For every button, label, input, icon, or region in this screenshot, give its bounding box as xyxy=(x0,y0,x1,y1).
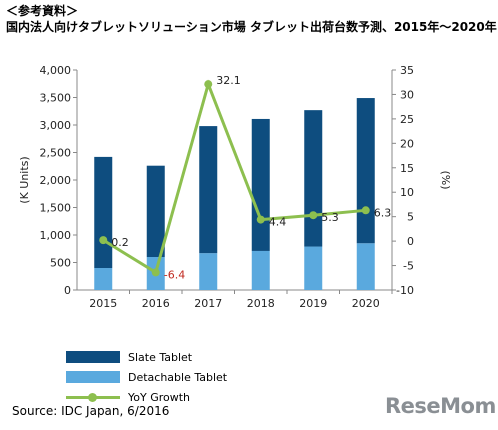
legend-label-slate: Slate Tablet xyxy=(128,350,193,364)
resemom-logo: ReseMom xyxy=(385,394,496,418)
right-tick-label: -10 xyxy=(396,284,414,297)
right-tick-label: 15 xyxy=(400,162,414,175)
bar-detachable-2019 xyxy=(304,246,323,290)
bar-slate-2016 xyxy=(146,165,165,257)
tablet-forecast-chart: 0 500 1,000 1,500 2,000 2,500 3,000 3,500 4,000 -… xyxy=(18,64,452,310)
yoy-data-label: 0.2 xyxy=(111,236,129,249)
left-tick-label: 3,000 xyxy=(40,119,72,132)
legend-swatch-detachable xyxy=(66,371,120,383)
yoy-data-label: 5.3 xyxy=(321,211,339,224)
legend-label-detachable: Detachable Tablet xyxy=(128,370,228,384)
left-tick-label: 1,000 xyxy=(40,229,72,242)
x-tick-label: 2015 xyxy=(89,297,117,310)
left-tick-label: 4,000 xyxy=(40,64,72,77)
bar-slate-2018 xyxy=(251,118,270,251)
legend-swatch-slate xyxy=(66,351,120,363)
yoy-data-label: 32.1 xyxy=(216,74,241,87)
yoy-growth-line xyxy=(102,79,366,275)
chart-title: 国内法人向けタブレットソリューション市場 タブレット出荷台数予測、2015年～2… xyxy=(6,20,497,34)
reference-note: ＜参考資料＞ xyxy=(6,4,79,18)
source-note: Source: IDC Japan, 6/2016 xyxy=(12,404,170,418)
bar-detachable-2020 xyxy=(356,243,375,290)
bar-slate-2015 xyxy=(94,156,113,268)
right-tick-label: 25 xyxy=(400,113,414,126)
legend-item-detachable: Detachable Tablet xyxy=(66,367,227,387)
chart-legend: Slate Tablet Detachable Tablet YoY Growt… xyxy=(66,347,227,407)
right-axis-title: (%) xyxy=(439,170,452,189)
yoy-point-2016 xyxy=(151,268,160,277)
x-tick-label: 2017 xyxy=(194,297,222,310)
bar-slate-2017 xyxy=(199,126,218,254)
yoy-point-2020 xyxy=(361,206,370,215)
right-tick-label: -5 xyxy=(403,260,414,273)
right-tick-label: 0 xyxy=(407,235,414,248)
yoy-point-2018 xyxy=(256,215,265,224)
yoy-point-2019 xyxy=(309,211,318,220)
bar-detachable-2018 xyxy=(251,250,270,290)
right-tick-label: 10 xyxy=(400,186,414,199)
right-tick-label: 35 xyxy=(400,64,414,77)
x-tick-label: 2019 xyxy=(299,297,327,310)
legend-item-slate: Slate Tablet xyxy=(66,347,227,367)
left-tick-label: 2,000 xyxy=(40,174,72,187)
left-tick-label: 1,500 xyxy=(40,202,72,215)
left-tick-label: 2,500 xyxy=(40,147,72,160)
right-tick-label: 20 xyxy=(400,137,414,150)
legend-item-yoy: YoY Growth xyxy=(66,387,227,407)
yoy-point-2015 xyxy=(99,236,108,245)
legend-swatch-yoy xyxy=(66,391,120,403)
x-tick-label: 2016 xyxy=(142,297,170,310)
legend-label-yoy: YoY Growth xyxy=(128,390,191,404)
yoy-point-2017 xyxy=(204,80,213,89)
yoy-data-label: 6.3 xyxy=(374,206,392,219)
left-tick-label: 0 xyxy=(64,284,71,297)
yoy-data-label: -6.4 xyxy=(164,268,185,281)
left-axis-title: (K Units) xyxy=(18,156,31,203)
right-tick-label: 5 xyxy=(407,211,414,224)
x-tick-label: 2018 xyxy=(247,297,275,310)
bar-detachable-2017 xyxy=(199,253,218,290)
right-tick-label: 30 xyxy=(400,88,414,101)
bar-slate-2019 xyxy=(304,110,323,247)
left-tick-label: 3,500 xyxy=(40,92,72,105)
x-tick-label: 2020 xyxy=(352,297,380,310)
bar-slate-2020 xyxy=(356,98,375,244)
left-tick-label: 500 xyxy=(50,257,71,270)
yoy-data-label: 4.4 xyxy=(269,216,287,229)
bar-detachable-2015 xyxy=(94,268,113,290)
